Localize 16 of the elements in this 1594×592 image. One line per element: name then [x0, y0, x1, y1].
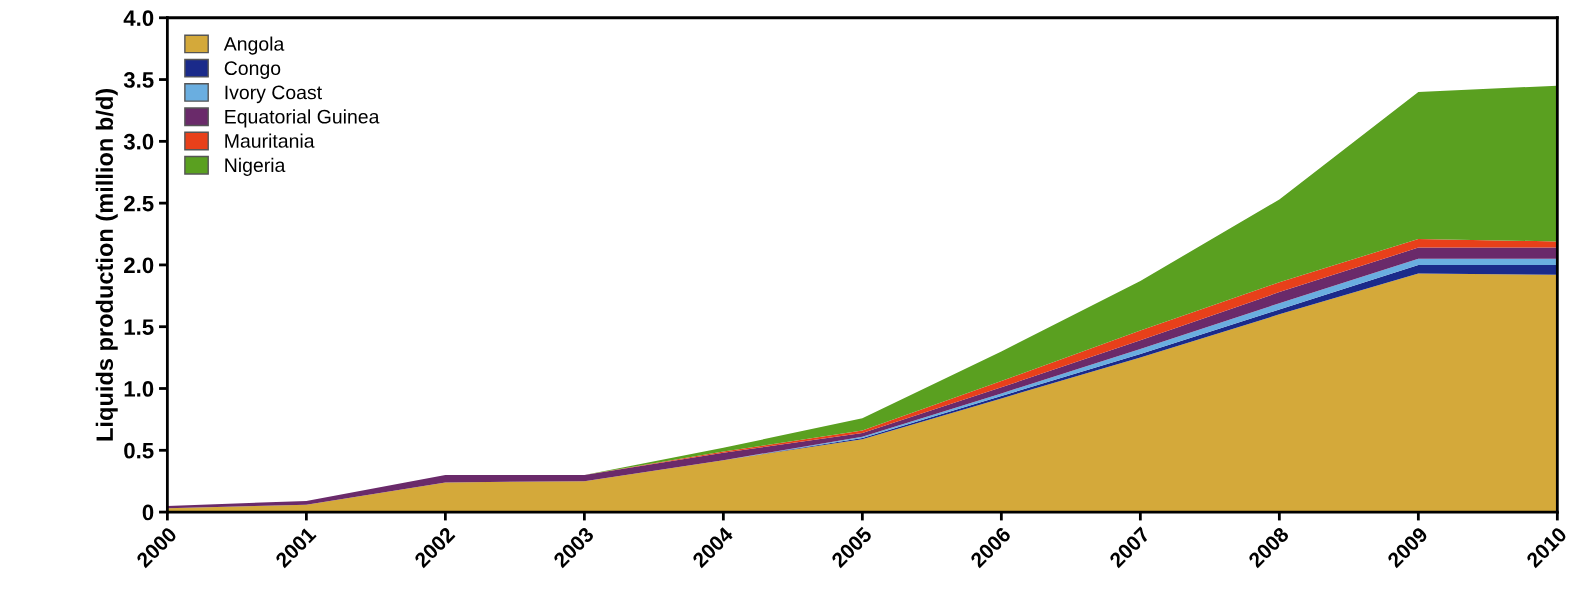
legend-label: Congo: [224, 61, 281, 79]
legend-label: Mauritania: [225, 133, 315, 148]
legend-label: Angola: [223, 36, 285, 55]
legend-label: Equatorial Guinea: [225, 109, 380, 128]
y-tick-label: 2.5: [124, 195, 154, 212]
y-tick-label: 2.0: [124, 257, 154, 274]
y-tick-label: 0.5: [124, 442, 154, 459]
y-tick-label: 1.5: [124, 319, 154, 335]
y-tick-label: 3.0: [123, 133, 154, 150]
legend-label: Ivory Coast: [225, 85, 322, 104]
y-tick-label: 0: [142, 504, 154, 521]
y-axis-title: Liquids production (million b/d): [95, 89, 118, 441]
y-tick-label: 3.5: [123, 72, 154, 88]
legend-label: Nigeria: [225, 157, 286, 176]
y-tick-label: 4.0: [123, 10, 154, 27]
y-tick-label: 1.0: [124, 381, 154, 397]
